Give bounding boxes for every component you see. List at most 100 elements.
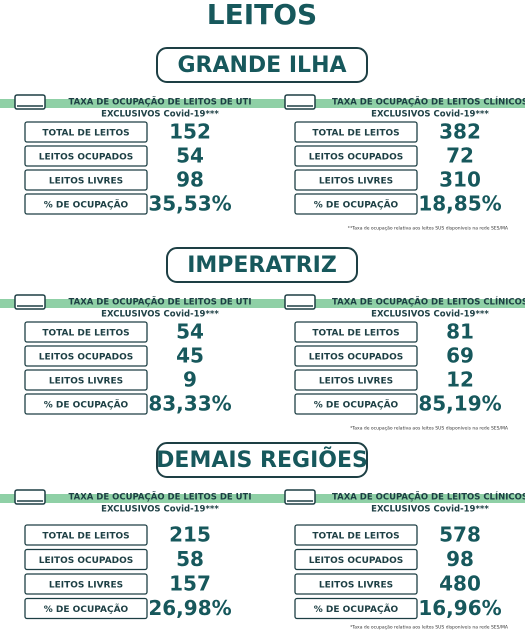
panel-title: TAXA DE OCUPAÇÃO DE LEITOS DE UTI — [68, 492, 251, 503]
row-value: 578 — [439, 523, 481, 547]
row-value: 12 — [446, 368, 474, 392]
label-box — [24, 193, 148, 215]
row-value: 83,33% — [148, 392, 231, 416]
row-label: LEITOS LIVRES — [319, 581, 393, 591]
label-box — [294, 524, 418, 546]
label-box — [294, 193, 418, 215]
panel-title: TAXA DE OCUPAÇÃO DE LEITOS DE UTI — [68, 297, 251, 308]
panel-title: TAXA DE OCUPAÇÃO DE LEITOS CLÍNICOS — [332, 96, 525, 108]
row-value: 35,53% — [148, 192, 231, 216]
label-box — [24, 548, 148, 571]
row-value: 18,85% — [418, 192, 501, 216]
label-box — [294, 321, 418, 343]
region-pill — [166, 247, 358, 283]
row-value: 215 — [169, 523, 211, 547]
label-box — [24, 145, 148, 167]
row-value: 98 — [446, 547, 474, 571]
panel-title: TAXA DE OCUPAÇÃO DE LEITOS CLÍNICOS — [332, 296, 525, 308]
row-label: LEITOS OCUPADOS — [39, 556, 134, 566]
row-label: LEITOS OCUPADOS — [39, 153, 134, 163]
row-value: 81 — [446, 320, 474, 344]
row-label: TOTAL DE LEITOS — [312, 129, 399, 139]
label-box — [24, 393, 148, 415]
panel-title: EXCLUSIVOS Covid-19*** — [101, 505, 219, 515]
label-box — [294, 345, 418, 367]
footnote: **Taxa de ocupação relativa aos leitos S… — [348, 225, 509, 232]
footnote: *Taxa de ocupação relativa aos leitos SU… — [350, 425, 509, 432]
row-label: LEITOS LIVRES — [49, 377, 123, 387]
icon — [284, 294, 316, 310]
label-box — [294, 369, 418, 391]
panel-title: TAXA DE OCUPAÇÃO DE LEITOS DE UTI — [68, 97, 251, 108]
label-box — [294, 548, 418, 571]
row-label: LEITOS LIVRES — [319, 377, 393, 387]
label-box — [24, 573, 148, 595]
row-value: 98 — [176, 168, 204, 192]
row-label: % DE OCUPAÇÃO — [314, 604, 399, 615]
row-value: 157 — [169, 572, 211, 596]
row-label: % DE OCUPAÇÃO — [44, 400, 129, 411]
header-band — [0, 99, 525, 108]
icon — [284, 94, 316, 110]
label-box — [294, 393, 418, 415]
label-box — [24, 169, 148, 191]
header-band — [0, 299, 525, 308]
panel-title: EXCLUSIVOS Covid-19*** — [371, 505, 489, 515]
row-label: TOTAL DE LEITOS — [42, 129, 129, 139]
label-box — [294, 169, 418, 191]
header-band — [0, 494, 525, 503]
row-label: LEITOS OCUPADOS — [309, 153, 404, 163]
row-label: LEITOS LIVRES — [319, 177, 393, 187]
row-label: TOTAL DE LEITOS — [42, 532, 129, 542]
row-value: 26,98% — [148, 596, 231, 620]
row-label: LEITOS OCUPADOS — [309, 353, 404, 363]
icon — [284, 489, 316, 505]
row-label: % DE OCUPAÇÃO — [44, 200, 129, 211]
row-label: LEITOS OCUPADOS — [39, 353, 134, 363]
label-box — [294, 597, 418, 620]
icon — [14, 294, 46, 310]
region-pill — [156, 47, 368, 83]
region-name: DEMAIS REGIÕES — [156, 447, 368, 473]
row-label: % DE OCUPAÇÃO — [314, 400, 399, 411]
row-label: TOTAL DE LEITOS — [312, 329, 399, 339]
row-label: LEITOS OCUPADOS — [309, 556, 404, 566]
region-name: GRANDE ILHA — [177, 53, 346, 78]
region-name: IMPERATRIZ — [187, 253, 337, 278]
row-value: 58 — [176, 547, 204, 571]
label-box — [294, 573, 418, 595]
row-label: TOTAL DE LEITOS — [312, 532, 399, 542]
label-box — [24, 597, 148, 620]
icon — [14, 489, 46, 505]
label-box — [294, 145, 418, 167]
panel-title: EXCLUSIVOS Covid-19*** — [101, 110, 219, 120]
row-value: 480 — [439, 572, 481, 596]
row-label: LEITOS LIVRES — [49, 581, 123, 591]
row-value: 85,19% — [418, 392, 501, 416]
row-value: 69 — [446, 344, 474, 368]
panel-title: EXCLUSIVOS Covid-19*** — [101, 310, 219, 320]
row-value: 310 — [439, 168, 481, 192]
row-label: LEITOS LIVRES — [49, 177, 123, 187]
panel-title: EXCLUSIVOS Covid-19*** — [371, 310, 489, 320]
footnote: *Taxa de ocupação relativa aos leitos SU… — [350, 624, 509, 631]
label-box — [24, 524, 148, 546]
row-value: 9 — [183, 368, 197, 392]
label-box — [24, 121, 148, 143]
label-box — [24, 345, 148, 367]
label-box — [294, 121, 418, 143]
panel-title: EXCLUSIVOS Covid-19*** — [371, 110, 489, 120]
row-value: 72 — [446, 144, 474, 168]
row-value: 382 — [439, 120, 481, 144]
label-box — [24, 369, 148, 391]
label-box — [24, 321, 148, 343]
row-value: 152 — [169, 120, 211, 144]
row-value: 16,96% — [418, 596, 501, 620]
row-value: 54 — [176, 144, 204, 168]
row-label: % DE OCUPAÇÃO — [314, 200, 399, 211]
panel-title: TAXA DE OCUPAÇÃO DE LEITOS CLÍNICOS — [332, 491, 525, 503]
row-value: 54 — [176, 320, 204, 344]
row-label: % DE OCUPAÇÃO — [44, 604, 129, 615]
region-pill — [156, 442, 368, 478]
